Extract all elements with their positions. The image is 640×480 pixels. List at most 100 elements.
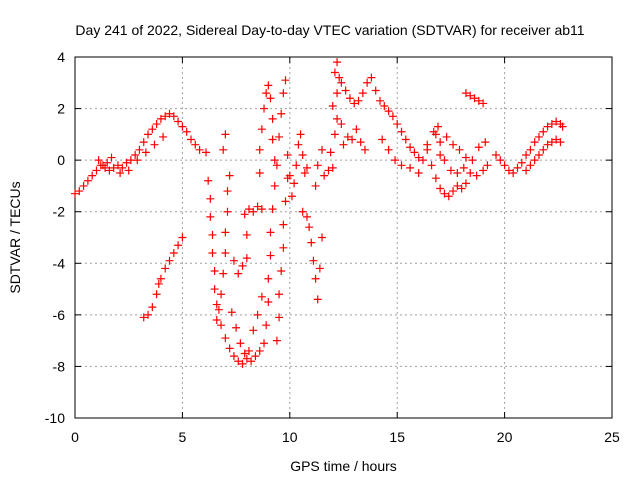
data-point bbox=[330, 68, 339, 77]
data-point bbox=[113, 161, 122, 170]
data-point bbox=[294, 140, 303, 149]
data-point bbox=[227, 308, 236, 317]
data-point bbox=[268, 205, 277, 214]
data-point bbox=[311, 181, 320, 190]
data-point bbox=[530, 138, 539, 147]
data-point bbox=[350, 99, 359, 108]
data-point bbox=[223, 207, 232, 216]
data-point bbox=[556, 138, 565, 147]
data-point bbox=[380, 101, 389, 110]
data-point bbox=[401, 135, 410, 144]
data-point bbox=[152, 120, 161, 129]
data-point bbox=[206, 212, 215, 221]
data-point bbox=[154, 279, 163, 288]
data-point bbox=[210, 285, 219, 294]
data-point bbox=[552, 117, 561, 126]
data-point bbox=[283, 150, 292, 159]
data-point bbox=[313, 161, 322, 170]
data-point bbox=[352, 125, 361, 134]
data-point bbox=[406, 163, 415, 172]
data-point bbox=[285, 171, 294, 180]
data-point bbox=[384, 107, 393, 116]
data-point bbox=[266, 94, 275, 103]
x-axis-label: GPS time / hours bbox=[290, 458, 397, 474]
data-point bbox=[318, 145, 327, 154]
chart-title: Day 241 of 2022, Sidereal Day-to-day VTE… bbox=[75, 22, 584, 38]
data-point bbox=[309, 256, 318, 265]
data-point bbox=[449, 187, 458, 196]
data-point bbox=[217, 321, 226, 330]
data-point bbox=[539, 127, 548, 136]
data-point bbox=[453, 181, 462, 190]
data-point bbox=[225, 171, 234, 180]
y-tick-label: -8 bbox=[53, 358, 66, 374]
data-point bbox=[345, 94, 354, 103]
x-tick-label: 5 bbox=[179, 429, 187, 445]
data-point bbox=[275, 132, 284, 141]
data-point bbox=[513, 163, 522, 172]
data-point bbox=[446, 166, 455, 175]
data-point bbox=[253, 310, 262, 319]
data-point bbox=[504, 166, 513, 175]
data-point bbox=[356, 138, 365, 147]
data-point bbox=[105, 166, 114, 175]
data-point bbox=[397, 127, 406, 136]
data-point bbox=[279, 89, 288, 98]
data-point bbox=[186, 135, 195, 144]
data-point bbox=[92, 166, 101, 175]
data-point bbox=[124, 166, 133, 175]
data-point bbox=[242, 230, 251, 239]
data-point bbox=[348, 135, 357, 144]
data-point bbox=[427, 161, 436, 170]
data-point bbox=[264, 81, 273, 90]
y-axis-label: SDTVAR / TECUs bbox=[7, 181, 23, 293]
data-point bbox=[204, 176, 213, 185]
data-point bbox=[240, 349, 249, 358]
data-point bbox=[287, 192, 296, 201]
data-point bbox=[457, 184, 466, 193]
data-point bbox=[71, 189, 79, 198]
data-point bbox=[238, 359, 247, 368]
data-point bbox=[466, 169, 475, 178]
data-point bbox=[75, 187, 84, 196]
data-points bbox=[71, 58, 567, 368]
data-point bbox=[141, 148, 150, 157]
data-point bbox=[79, 181, 88, 190]
data-point bbox=[479, 99, 488, 108]
data-point bbox=[393, 120, 402, 129]
data-point bbox=[328, 163, 337, 172]
data-point bbox=[135, 145, 144, 154]
y-tick-label: -2 bbox=[53, 204, 66, 220]
data-point bbox=[270, 156, 279, 165]
data-point bbox=[268, 135, 277, 144]
data-point bbox=[318, 233, 327, 242]
data-point bbox=[479, 166, 488, 175]
data-point bbox=[517, 158, 526, 167]
data-point bbox=[442, 132, 451, 141]
data-point bbox=[98, 161, 107, 170]
data-point bbox=[300, 169, 309, 178]
data-point bbox=[431, 174, 440, 183]
data-point bbox=[270, 181, 279, 190]
data-point bbox=[178, 122, 187, 131]
data-point bbox=[298, 207, 307, 216]
data-point bbox=[324, 166, 333, 175]
data-point bbox=[397, 161, 406, 170]
data-point bbox=[281, 197, 290, 206]
data-point bbox=[156, 274, 165, 283]
data-point bbox=[260, 339, 269, 348]
data-point bbox=[358, 89, 367, 98]
data-point bbox=[266, 251, 275, 260]
data-point bbox=[371, 86, 380, 95]
data-point bbox=[210, 267, 219, 276]
data-point bbox=[315, 264, 324, 273]
data-point bbox=[326, 148, 335, 157]
data-point bbox=[302, 163, 311, 172]
data-point bbox=[253, 202, 262, 211]
data-point bbox=[232, 323, 241, 332]
data-point bbox=[272, 161, 281, 170]
data-point bbox=[225, 344, 234, 353]
data-point bbox=[109, 163, 118, 172]
data-point bbox=[208, 248, 217, 257]
